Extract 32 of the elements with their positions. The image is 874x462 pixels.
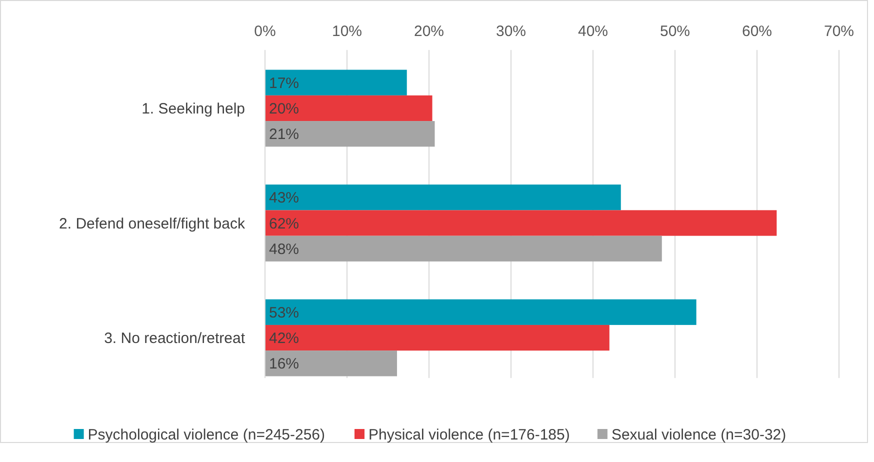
data-label: 53% [269, 304, 300, 322]
data-label: 62% [269, 215, 300, 232]
data-label: 43% [269, 190, 300, 207]
x-tick-label: 60% [742, 23, 772, 40]
x-tick-label: 10% [332, 23, 362, 40]
bar [265, 184, 621, 210]
data-label: 17% [269, 74, 300, 92]
data-label: 16% [269, 356, 300, 373]
x-tick-label: 40% [578, 23, 608, 40]
y-tick-label: 2. Defend oneself/fight back [59, 215, 246, 232]
legend-label: Physical violence (n=176-185) [368, 426, 570, 444]
x-tick-label: 0% [254, 23, 276, 40]
legend-label: Sexual violence (n=30-32) [611, 426, 786, 444]
x-tick-label: 50% [660, 23, 690, 40]
x-tick-label: 30% [496, 23, 526, 40]
bar [265, 121, 435, 147]
data-label: 21% [269, 126, 300, 144]
data-label: 48% [269, 240, 300, 258]
x-tick-label: 20% [414, 23, 444, 40]
bar [265, 95, 432, 122]
bar [265, 70, 407, 96]
data-label: 20% [269, 100, 300, 118]
bar [265, 324, 610, 351]
y-tick-label: 3. No reaction/retreat [104, 330, 246, 348]
data-label: 42% [269, 330, 300, 348]
bar [265, 350, 398, 376]
bar [265, 236, 662, 262]
bar [265, 299, 696, 325]
y-tick-label: 1. Seeking help [142, 100, 245, 118]
legend-label: Psychological violence (n=245-256) [88, 426, 326, 444]
bar [265, 210, 777, 236]
x-tick-label: 70% [824, 23, 854, 40]
